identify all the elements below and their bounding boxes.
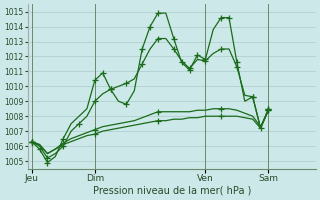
X-axis label: Pression niveau de la mer( hPa ): Pression niveau de la mer( hPa ) [92, 186, 251, 196]
